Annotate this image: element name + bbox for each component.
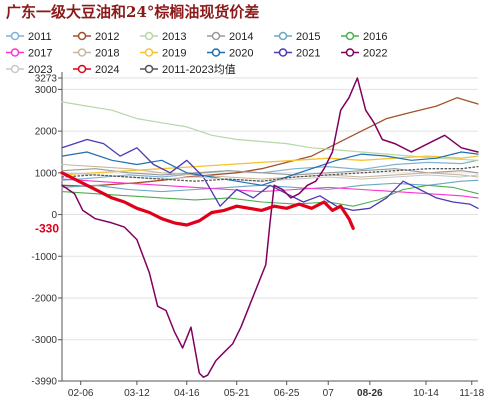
- legend-marker-icon: [77, 64, 87, 74]
- legend-marker-icon: [144, 48, 154, 57]
- legend-item-2017[interactable]: 2017: [6, 48, 52, 60]
- legend-label: 2022: [363, 48, 387, 60]
- legend-marker-icon: [10, 48, 20, 57]
- y-tick-label: 1000: [35, 168, 58, 179]
- x-tick-label: 06-25: [274, 388, 300, 399]
- series-line-2011: [61, 159, 479, 181]
- x-tick-label: 11-18: [459, 388, 484, 399]
- legend-item-2012[interactable]: 2012: [73, 31, 119, 43]
- y-tick-label: -1000: [31, 252, 57, 263]
- legend-label: 2021: [296, 48, 320, 60]
- y-tick-label: 3273: [35, 74, 58, 85]
- series-lines: [60, 77, 479, 378]
- legend-item-2016[interactable]: 2016: [341, 31, 387, 43]
- legend: 2011 2012 2013 2014 2015 2016 2017 2018 2019 2020…: [6, 31, 387, 76]
- legend-item-2014[interactable]: 2014: [207, 31, 253, 43]
- legend-item-2019[interactable]: 2019: [140, 48, 186, 60]
- legend-marker-icon: [144, 31, 154, 41]
- y-tick-label: -3990: [31, 377, 57, 388]
- series-line-2020: [61, 151, 479, 186]
- y-tick-label: 2000: [35, 127, 58, 138]
- legend-marker-icon: [144, 64, 154, 74]
- legend-label: 2011: [28, 31, 52, 43]
- callout: -330: [35, 221, 59, 235]
- legend-marker-icon: [278, 31, 288, 41]
- legend-marker-icon: [345, 48, 355, 57]
- y-tick-label: -3000: [31, 335, 57, 346]
- legend-marker-icon: [10, 31, 20, 41]
- legend-marker-icon: [10, 64, 20, 74]
- legend-label: 2014: [229, 31, 253, 43]
- series-line-2021: [61, 138, 479, 212]
- legend-item-2011-2023[interactable]: 2011-2023均值: [140, 63, 236, 76]
- x-tick-label: 10-14: [413, 388, 439, 399]
- legend-label: 2011-2023均值: [162, 63, 236, 76]
- series-line-2019: [61, 155, 479, 176]
- legend-label: 2018: [95, 48, 119, 60]
- series-line-2013: [61, 101, 479, 161]
- x-tick-label: 04-16: [174, 388, 200, 399]
- legend-item-2023[interactable]: 2023: [6, 64, 52, 76]
- y-tick-label: 3000: [35, 85, 58, 96]
- x-tick-label: 07: [323, 388, 335, 399]
- legend-label: 2012: [95, 31, 119, 43]
- legend-item-2011[interactable]: 2011: [6, 31, 52, 43]
- legend-label: 2023: [28, 64, 52, 76]
- legend-label: 2016: [363, 31, 387, 43]
- series-line-2018: [61, 163, 479, 180]
- chart-title: 广东一级大豆油和24°棕榈油现货价差: [6, 3, 259, 21]
- legend-label: 2024: [95, 64, 119, 76]
- legend-marker-icon: [77, 31, 87, 41]
- legend-label: 2020: [229, 48, 253, 60]
- legend-label: 2017: [28, 48, 52, 60]
- legend-item-2018[interactable]: 2018: [73, 48, 119, 60]
- legend-item-2015[interactable]: 2015: [274, 31, 320, 43]
- y-tick-label: 0: [51, 210, 57, 221]
- legend-marker-icon: [345, 31, 355, 41]
- legend-item-2024[interactable]: 2024: [73, 64, 119, 76]
- current-value-callout: -330: [35, 221, 59, 235]
- legend-label: 2015: [296, 31, 320, 43]
- legend-label: 2019: [162, 48, 186, 60]
- series-line-2017: [61, 178, 479, 199]
- x-tick-label: 02-06: [68, 388, 94, 399]
- legend-marker-icon: [278, 48, 288, 57]
- series-line-2014: [61, 168, 479, 176]
- series-line-2024: [60, 171, 355, 230]
- y-tick-label: -2000: [31, 293, 57, 304]
- series-line-2022: [61, 77, 479, 378]
- legend-item-2020[interactable]: 2020: [207, 48, 253, 60]
- legend-label: 2013: [162, 31, 186, 43]
- x-tick-label: 03-12: [124, 388, 150, 399]
- legend-marker-icon: [77, 48, 87, 57]
- series-line-2011-2023: [61, 165, 479, 182]
- x-tick-label: 05-21: [224, 388, 250, 399]
- legend-item-2021[interactable]: 2021: [274, 48, 320, 60]
- legend-item-2022[interactable]: 2022: [341, 48, 387, 60]
- x-tick-label-highlight: 08-26: [357, 388, 383, 399]
- legend-marker-icon: [211, 48, 221, 57]
- legend-marker-icon: [211, 31, 221, 41]
- series-line-2015: [61, 179, 479, 193]
- legend-item-2013[interactable]: 2013: [140, 31, 186, 43]
